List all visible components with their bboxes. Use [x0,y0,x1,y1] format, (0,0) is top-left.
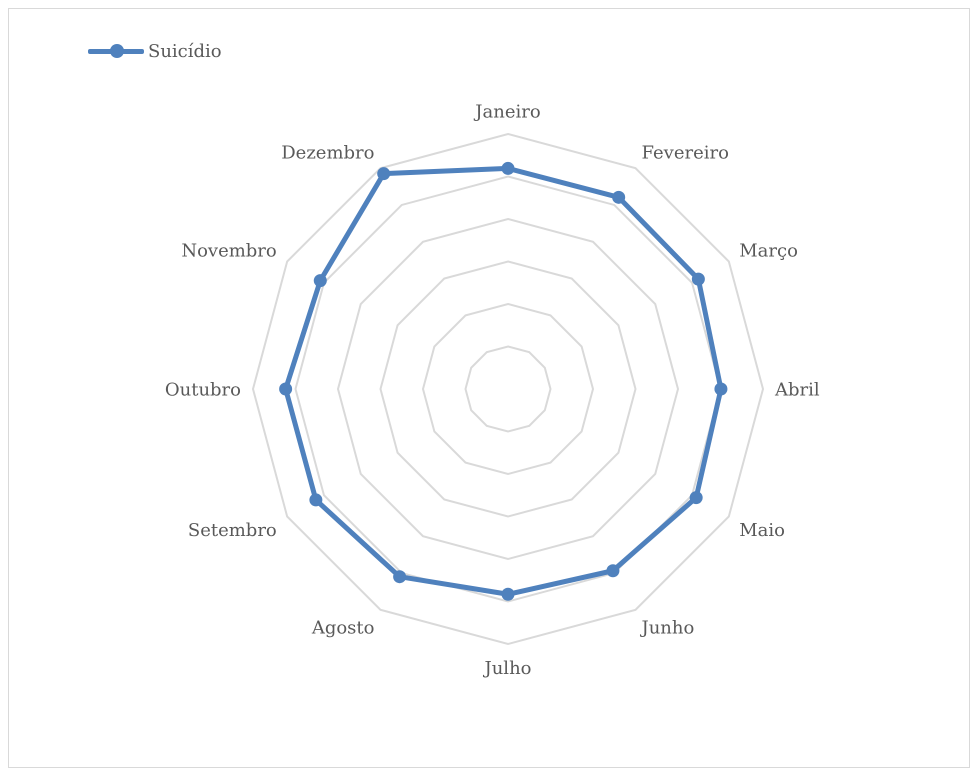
category-label: Janeiro [473,102,540,123]
category-label: Dezembro [281,143,374,164]
category-label: Outubro [165,379,241,400]
grid-ring [464,345,552,433]
category-label: Setembro [188,520,277,541]
radar-chart: Janeiro Fevereiro Março Abril Maio Junho Julho… [165,102,820,680]
data-point [309,493,323,507]
data-point [691,272,705,286]
data-point [714,382,728,396]
category-label: Julho [483,658,532,679]
legend: Suicídio [88,38,222,64]
grid-ring [251,132,765,646]
category-label: Junho [640,618,695,639]
data-point [279,382,293,396]
category-label: Abril [774,379,820,400]
data-point [377,167,391,181]
category-label: Fevereiro [642,143,729,164]
data-point [393,570,407,584]
category-label: Novembro [181,240,276,261]
category-label: Março [739,240,798,261]
category-label: Maio [739,520,785,541]
grid-ring [421,302,595,476]
grid-ring [336,217,680,561]
legend-series-marker [88,38,144,64]
data-point [612,190,626,204]
data-point [606,564,620,578]
grid-ring [379,260,637,518]
legend-series-label: Suicídio [148,40,222,62]
series-line [283,165,724,597]
data-point [689,491,703,505]
category-label: Agosto [311,618,375,639]
chart-area [8,8,970,768]
data-point [313,274,327,288]
legend-dot [110,44,124,58]
data-point [501,587,515,601]
data-point [501,161,515,175]
